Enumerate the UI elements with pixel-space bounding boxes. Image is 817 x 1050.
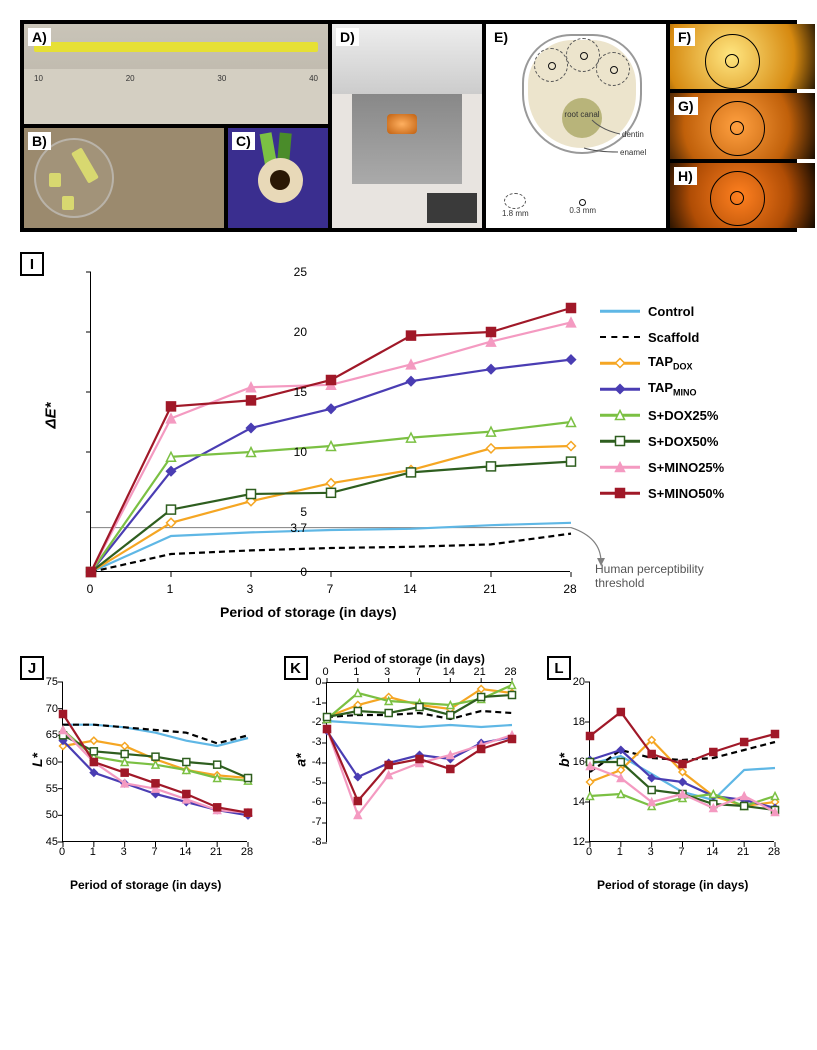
scale-labels: 1.8 mm 0.3 mm xyxy=(502,193,656,218)
panels-fgh: F) G) H) xyxy=(670,24,815,228)
scaffold-strip xyxy=(34,42,318,52)
legend-item: S+MINO25% xyxy=(600,458,800,476)
spectrophotometer xyxy=(352,94,462,184)
chart-j-xlabel: Period of storage (in days) xyxy=(70,878,221,892)
legend-item: S+DOX50% xyxy=(600,432,800,450)
legend-item: S+MINO50% xyxy=(600,484,800,502)
tooth-diagram: root canal dentin enamel 1.8 mm xyxy=(492,30,660,222)
chart-k-plot xyxy=(326,682,511,842)
panel-c: C) xyxy=(228,128,328,228)
panel-a: A) 10 20 30 40 xyxy=(24,24,328,124)
figure-root: A) 10 20 30 40 B) C) D) xyxy=(0,0,817,912)
panel-e-label: E) xyxy=(490,28,512,46)
chart-i-ylabel: ΔE* xyxy=(42,403,59,429)
panel-e: E) root canal dentin enamel 1.8 mm xyxy=(486,24,666,228)
petri-dish xyxy=(34,138,114,218)
legend-item: TAPMINO xyxy=(600,380,800,398)
chart-j-plot xyxy=(62,682,247,842)
chart-l-section: L b* Period of storage (in days) 1214161… xyxy=(547,652,797,892)
legend-item: TAPDOX xyxy=(600,354,800,372)
panel-b-label: B) xyxy=(28,132,51,150)
threshold-label: Human perceptibility threshold xyxy=(595,562,745,590)
chart-i-section: I ΔE* Period of storage (in days) Contro… xyxy=(20,252,797,632)
chart-l-plot xyxy=(589,682,774,842)
chart-i-xlabel: Period of storage (in days) xyxy=(220,604,397,620)
chart-j-section: J L* Period of storage (in days) 4550556… xyxy=(20,652,270,892)
panel-f: F) xyxy=(670,24,815,89)
panel-g: G) xyxy=(670,93,815,158)
panel-b: B) xyxy=(24,128,224,228)
legend-item: Control xyxy=(600,302,800,320)
bottom-charts-row: J L* Period of storage (in days) 4550556… xyxy=(20,652,797,892)
chart-i-label: I xyxy=(20,252,44,276)
panel-c-label: C) xyxy=(232,132,255,150)
panel-d: D) xyxy=(332,24,482,228)
legend-item: S+DOX25% xyxy=(600,406,800,424)
legend-item: Scaffold xyxy=(600,328,800,346)
chart-k-section: K a* Period of storage (in days) 0-1-2-3… xyxy=(284,652,534,892)
ruler-marks: 10 20 30 40 xyxy=(34,74,318,94)
chart-i-legend: Control Scaffold TAPDOX TAPMINO S+DOX25% S+DO… xyxy=(600,302,800,510)
chart-l-xlabel: Period of storage (in days) xyxy=(597,878,748,892)
panel-a-label: A) xyxy=(28,28,51,46)
panel-d-label: D) xyxy=(336,28,359,46)
chart-k-xlabel: Period of storage (in days) xyxy=(334,652,485,666)
top-image-grid: A) 10 20 30 40 B) C) D) xyxy=(20,20,797,232)
panel-h: H) xyxy=(670,163,815,228)
